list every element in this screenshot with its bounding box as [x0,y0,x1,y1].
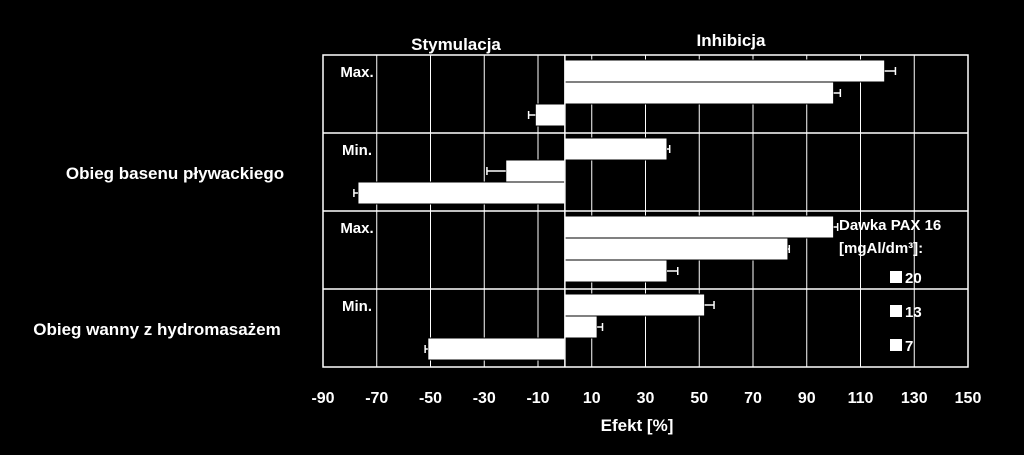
x-axis-label: Efekt [%] [601,416,674,435]
x-tick-label: 50 [690,390,708,407]
region-label-right: Inhibicja [697,31,767,50]
legend-entry-label: 7 [905,338,913,355]
legend-swatch [890,271,902,283]
x-tick-label: 70 [744,390,762,407]
panel-label: Min. [342,298,372,315]
x-tick-label: -90 [311,390,334,407]
legend-title-line2: [mgAl/dm³]: [839,240,923,257]
panel-labels: Max. Min. Max. Min. [340,64,373,315]
x-tick-label: 150 [955,390,982,407]
bar [564,293,706,317]
x-tick-labels: -90 -70 -50 -30 -10 10 30 50 70 90 110 130 150 [311,390,981,407]
panel-label: Max. [340,64,373,81]
x-tick-label: 130 [901,390,928,407]
x-tick-label: 10 [583,390,601,407]
bar [564,215,835,239]
panel-label: Min. [342,142,372,159]
chart-texts: Stymulacja Inhibicja Efekt [%] Obieg bas… [33,31,941,435]
bar [505,159,566,183]
bar [427,337,566,361]
legend-swatch [890,339,902,351]
bar [564,137,668,161]
x-tick-label: -10 [526,390,549,407]
x-tick-label: -50 [419,390,442,407]
plot-border [322,54,969,368]
x-tick-label: -70 [365,390,388,407]
bar [564,237,789,261]
region-label-left: Stymulacja [411,35,501,54]
legend-swatch [890,305,902,317]
bar [564,81,835,105]
plot-frame [322,54,969,368]
x-tick-label: 30 [637,390,655,407]
bar [534,103,566,127]
legend-entry-label: 20 [905,270,922,287]
x-tick-label: 110 [848,390,874,407]
bar [564,259,668,283]
group-label-pool: Obieg basenu pływackiego [66,164,284,183]
x-tick-label: 90 [798,390,816,407]
legend-entry-label: 13 [905,304,922,321]
x-tick-label: -30 [473,390,496,407]
group-label-hydromassage: Obieg wanny z hydromasażem [33,320,281,339]
bar [357,181,566,205]
bar [564,315,598,339]
panel-label: Max. [340,220,373,237]
bar [564,59,886,83]
legend: 20 13 7 [890,270,922,355]
legend-title-line1: Dawka PAX 16 [839,217,941,234]
